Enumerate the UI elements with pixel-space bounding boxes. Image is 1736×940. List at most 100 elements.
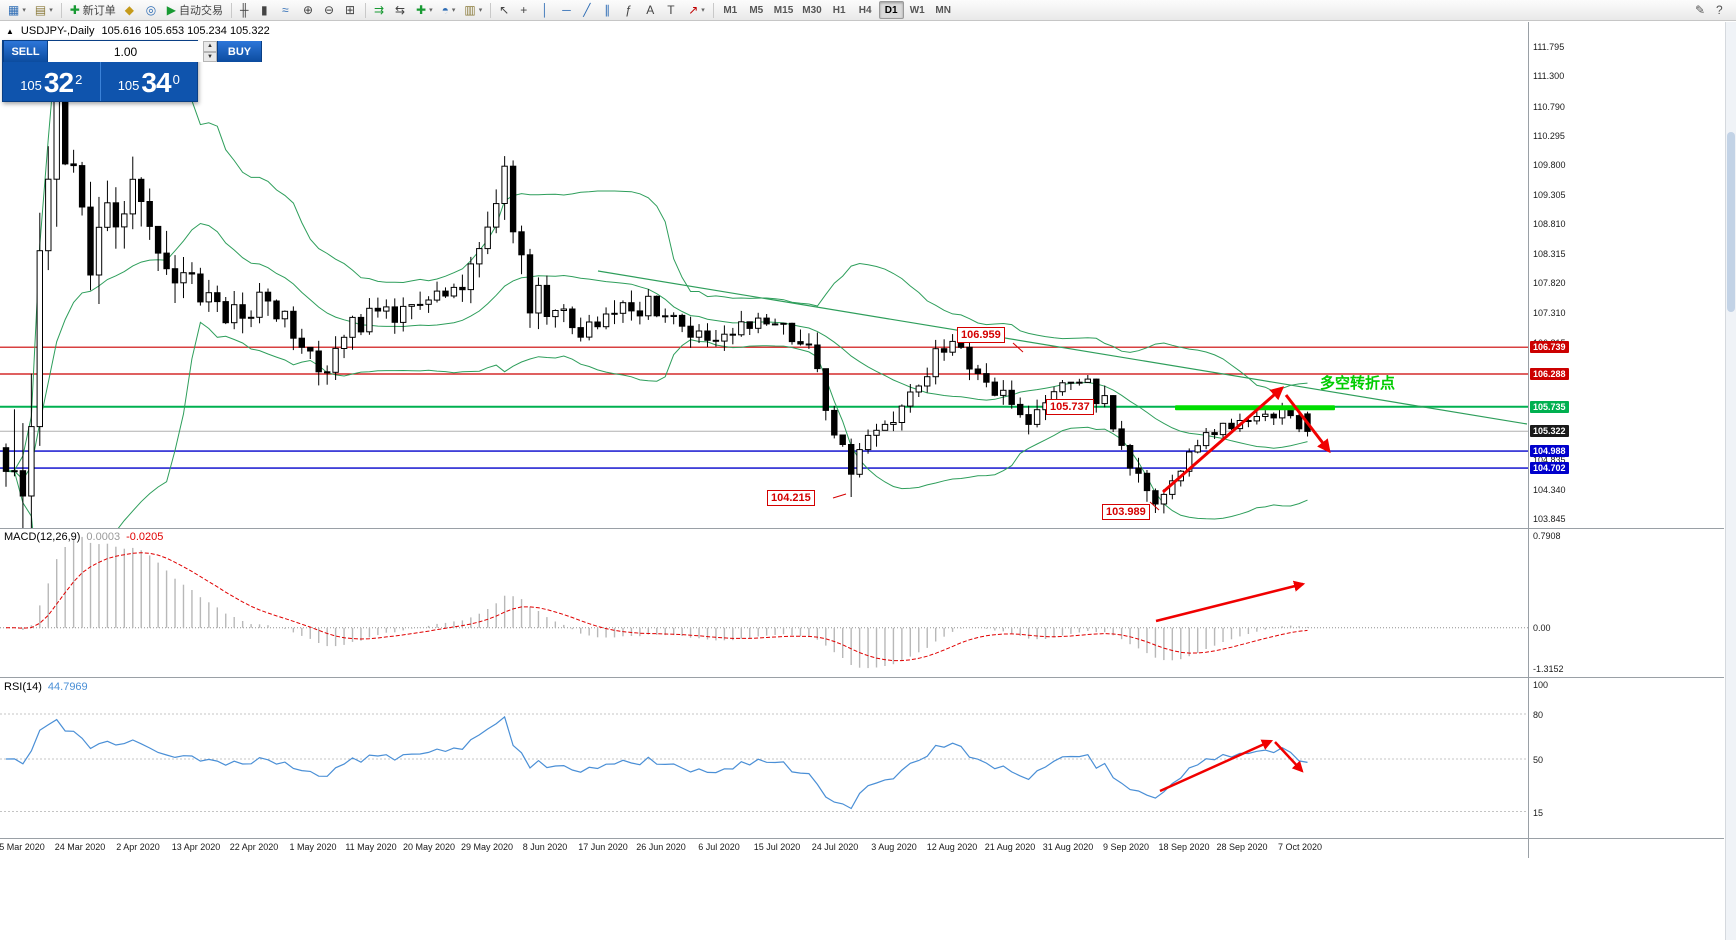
time-axis-label: 8 Jun 2020	[522, 842, 568, 852]
dropdown-arrow-icon: ▾	[429, 7, 433, 14]
time-axis-label: 18 Sep 2020	[1158, 842, 1210, 852]
price-tick-label: 110.790	[1533, 102, 1565, 112]
time-axis-label: 24 Mar 2020	[54, 842, 106, 852]
metaeditor-icon: ◆	[124, 3, 135, 17]
price-callout[interactable]: 103.989	[1102, 504, 1150, 520]
sell-button[interactable]: SELL	[3, 41, 48, 62]
templates-button[interactable]: ▥ ▾	[460, 1, 486, 19]
chart-shift-button[interactable]: ⇆	[391, 1, 411, 19]
macd-header: MACD(12,26,9) 0.0003 -0.0205	[4, 531, 163, 543]
macd-panel-separator[interactable]	[0, 528, 1724, 529]
timeframe-h4-button-label: H4	[858, 4, 872, 16]
fibonacci-button[interactable]: ƒ	[621, 1, 641, 19]
buy-button[interactable]: BUY	[217, 41, 262, 62]
zoom-in-icon: ⊕	[303, 3, 314, 17]
toolbar-separator	[231, 2, 233, 18]
vertical-line-button[interactable]: │	[537, 1, 557, 19]
horizontal-line-button[interactable]: ─	[558, 1, 578, 19]
dropdown-arrow-icon: ▾	[701, 7, 705, 14]
macd-axis-min: -1.3152	[1533, 664, 1564, 674]
toolbar-group-chart-types: ╫ ▮ ≈ ⊕ ⊖ ⊞	[236, 1, 361, 19]
turning-point-annotation: 多空转折点	[1320, 375, 1396, 392]
profiles-icon: ▤	[34, 3, 47, 17]
price-tick-label: 109.305	[1533, 190, 1566, 200]
sell-price[interactable]: 105 32 2	[3, 62, 101, 101]
sell-price-digits: 32	[43, 67, 74, 98]
autotrading-button[interactable]: ▶ 自动交易	[163, 1, 227, 19]
one-click-toggle-icon[interactable]: ▲	[6, 26, 14, 36]
timeframe-mn-button[interactable]: MN	[931, 1, 956, 19]
time-axis-separator	[0, 838, 1724, 839]
trendline-button[interactable]: ╱	[579, 1, 599, 19]
timeframe-h4-button[interactable]: H4	[853, 1, 878, 19]
rsi-axis-15: 15	[1533, 808, 1544, 818]
timeframe-h1-button[interactable]: H1	[827, 1, 852, 19]
buy-pip-digit: 0	[172, 72, 180, 87]
time-axis-label: 17 Jun 2020	[578, 842, 628, 852]
volume-up-button[interactable]: ▲	[203, 41, 217, 52]
price-tick-label: 107.310	[1533, 308, 1566, 318]
time-axis-label: 20 May 2020	[402, 842, 456, 852]
price-callout[interactable]: 106.959	[957, 327, 1005, 343]
auto-scroll-icon: ⇉	[374, 3, 385, 17]
timeframe-d1-button[interactable]: D1	[878, 1, 904, 19]
help-button[interactable]: ?	[1712, 1, 1732, 19]
time-axis-label: 3 Aug 2020	[871, 842, 917, 852]
candlestick-chart-button[interactable]: ▮	[257, 1, 277, 19]
bar-chart-button[interactable]: ╫	[236, 1, 256, 19]
edit-button[interactable]: ✎	[1691, 1, 1711, 19]
autotrading-icon: ▶	[166, 3, 177, 17]
tile-windows-icon: ⊞	[345, 3, 356, 17]
cursor-button[interactable]: ↖	[495, 1, 515, 19]
chart-shift-icon: ⇆	[395, 3, 406, 17]
horizontal-line-icon: ─	[562, 3, 571, 17]
scrollbar-thumb[interactable]	[1727, 132, 1735, 312]
timeframe-m1-button[interactable]: M1	[718, 1, 743, 19]
timeframe-m15-button-label: M15	[773, 4, 794, 16]
new-chart-button[interactable]: ▦ ▾	[4, 1, 30, 19]
new-order-button[interactable]: ✚ 新订单	[66, 1, 120, 19]
line-chart-button[interactable]: ≈	[278, 1, 298, 19]
text-button[interactable]: A	[642, 1, 662, 19]
price-tick-label: 104.340	[1533, 485, 1566, 495]
timeframe-m30-button[interactable]: M30	[798, 1, 825, 19]
tile-windows-button[interactable]: ⊞	[341, 1, 361, 19]
price-tick-label: 111.795	[1533, 42, 1565, 52]
crosshair-button[interactable]: +	[516, 1, 536, 19]
one-click-trading-panel: SELL ▲ ▼ BUY 105 32 2 105 34 0	[2, 40, 262, 102]
templates-icon: ▥	[464, 3, 476, 17]
buy-price-digits: 34	[141, 67, 171, 98]
periods-button[interactable]: ◓ ▾	[438, 1, 460, 19]
metaeditor-button[interactable]: ◆	[121, 1, 141, 19]
channel-button[interactable]: ∥	[600, 1, 620, 19]
zoom-in-button[interactable]: ⊕	[299, 1, 319, 19]
chart-symbol-line: ▲ USDJPY-,Daily 105.616 105.653 105.234 …	[6, 25, 270, 37]
indicators-button[interactable]: ✚ ▾	[412, 1, 437, 19]
vertical-scrollbar[interactable]	[1725, 22, 1736, 940]
timeframe-m15-button[interactable]: M15	[770, 1, 797, 19]
symbol-period-label: USDJPY-,Daily	[20, 25, 95, 37]
price-callout[interactable]: 105.737	[1046, 399, 1094, 415]
zoom-out-button[interactable]: ⊖	[320, 1, 340, 19]
price-callout[interactable]: 104.215	[767, 490, 815, 506]
time-axis-label: 6 Jul 2020	[698, 842, 740, 852]
profiles-button[interactable]: ▤ ▾	[31, 1, 57, 19]
line-chart-icon: ≈	[282, 3, 289, 17]
timeframe-m5-button[interactable]: M5	[744, 1, 769, 19]
volume-down-button[interactable]: ▼	[203, 51, 217, 62]
timeframe-w1-button[interactable]: W1	[905, 1, 930, 19]
price-axis-line	[1528, 22, 1529, 858]
rsi-panel-separator[interactable]	[0, 677, 1724, 678]
time-axis-label: 9 Sep 2020	[1102, 842, 1150, 852]
label-button[interactable]: T	[663, 1, 683, 19]
macd-axis-zero: 0.00	[1533, 623, 1551, 633]
buy-price[interactable]: 105 34 0	[101, 62, 198, 101]
strategy-tester-button[interactable]: ◎	[142, 1, 162, 19]
volume-input[interactable]	[48, 41, 203, 62]
channel-icon: ∥	[604, 3, 611, 17]
crosshair-icon: +	[520, 3, 528, 17]
auto-scroll-button[interactable]: ⇉	[370, 1, 390, 19]
arrows-button[interactable]: ↗ ▾	[684, 1, 709, 19]
